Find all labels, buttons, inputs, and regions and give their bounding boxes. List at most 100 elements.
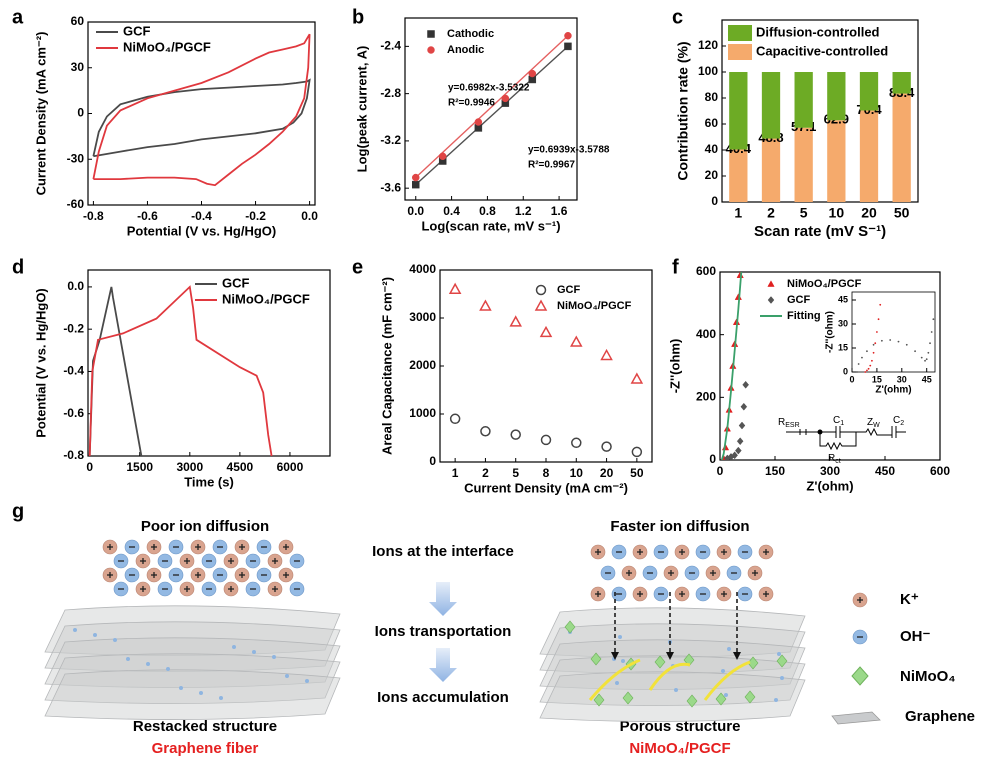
data-point [474,118,483,126]
data-point [731,451,738,460]
legend-swatch [728,25,752,41]
x-tick-label: 50 [894,205,910,221]
legend-marker [534,299,548,311]
circuit-label: C2 [893,415,904,427]
x-tick-label: 4500 [227,460,254,474]
data-point [876,331,878,333]
y-axis-label: -Z''(ohm) [667,339,682,394]
data-point [571,437,582,449]
data-point [879,303,882,306]
circuit-label: ZW [867,417,880,429]
x-axis-label: Z'(ohm) [875,385,911,396]
circuit-label: Rct [828,453,841,465]
data-point [897,340,900,343]
ion-small [724,693,728,697]
y-tick-label: 120 [698,38,718,52]
y-axis-label: Log(peak current, A) [354,46,369,173]
y-tick-label: -30 [67,151,85,165]
data-point [539,325,553,338]
ion-small [179,686,183,690]
bar-segment [859,72,879,111]
annotation: y=0.6939x-3.5788 [528,145,610,156]
y-tick-label: 30 [838,318,848,328]
step: Ions transportation [375,623,512,640]
bar-segment [729,72,748,150]
x-tick-label: 15 [872,374,882,384]
data-point [867,367,870,370]
legend-crystal [851,666,869,686]
y-tick-label: -2.8 [380,86,401,100]
x-tick-label: 2 [767,205,775,221]
x-tick-label: 0.4 [443,204,460,218]
data-point [857,363,860,365]
circuit-label-main: R [828,453,835,464]
x-tick-label: 2 [482,466,489,480]
nimoo4-crystal [654,655,666,669]
step-arrow [429,648,457,682]
y-tick-label: -0.2 [63,321,84,335]
data-point [872,343,875,346]
x-tick-label: 0.0 [301,209,318,223]
data-point [889,339,892,341]
y-axis-label: Potential (V vs. Hg/HgO) [33,288,48,438]
bar-segment [761,138,781,202]
y-tick-label: 0 [429,454,436,468]
diffusion-arrowhead [666,652,674,660]
panel-letter: e [352,256,363,278]
right-title: Faster ion diffusion [610,518,749,535]
x-tick-label: 30 [897,374,907,384]
x-tick-label: -0.2 [245,209,266,223]
x-tick-label: -0.4 [191,209,212,223]
circuit-label-sub: 1 [840,420,844,427]
plot-clip [720,272,749,460]
circuit-label-main: C [833,415,840,426]
data-point [929,342,931,345]
step: Ions accumulation [377,689,509,706]
legend-label: NiMoO₄ [900,668,955,685]
y-tick-label: 400 [696,327,716,341]
x-tick-label: 10 [570,466,584,480]
legend-marker [535,284,547,296]
legend-marker [767,280,775,287]
nimoo4-crystal [715,692,727,706]
left-title: Poor ion diffusion [141,518,269,535]
legend-label: GCF [222,275,250,290]
step-arrow [429,582,457,616]
x-tick-label: 45 [922,374,932,384]
graphene-sheet [44,637,341,688]
inset-bg [852,292,935,372]
data-point [736,437,744,446]
bar-segment [729,149,748,202]
x-axis-label: Time (s) [184,474,234,489]
ion-small [146,662,150,666]
y-tick-label: -0.8 [63,448,84,462]
legend-label: Cathodic [447,28,494,40]
y-tick-label: -0.6 [63,406,84,420]
x-tick-label: 3000 [176,460,203,474]
data-point [874,342,877,345]
data-point [866,350,868,353]
y-axis-label: Current Density (mA cm⁻²) [33,32,48,196]
data-point [864,371,867,373]
circuit-label-sub: W [873,422,880,429]
right-structure: Porous structure [620,718,741,735]
y-tick-label: 1000 [409,406,436,420]
legend-label: NiMoO₄/PGCF [557,300,632,312]
panel-letter: a [12,6,24,28]
data-point [738,421,746,430]
legend-label: GCF [787,294,811,306]
ion-small [93,633,97,637]
panel-letter: f [672,256,679,278]
ion-path [588,658,641,701]
left-material: Graphene fiber [152,740,259,757]
y-tick-label: 0 [843,366,848,376]
ion-path [703,660,751,701]
data-point [510,429,521,440]
graphene-sheet [539,671,806,722]
data-point [570,335,583,347]
schematic: Poor ion diffusion Restacked structure G… [12,500,975,757]
legend-label: OH⁻ [900,628,931,645]
y-tick-label: 15 [838,342,848,352]
x-tick-label: 1500 [126,460,153,474]
circuit-label: C1 [833,415,844,427]
